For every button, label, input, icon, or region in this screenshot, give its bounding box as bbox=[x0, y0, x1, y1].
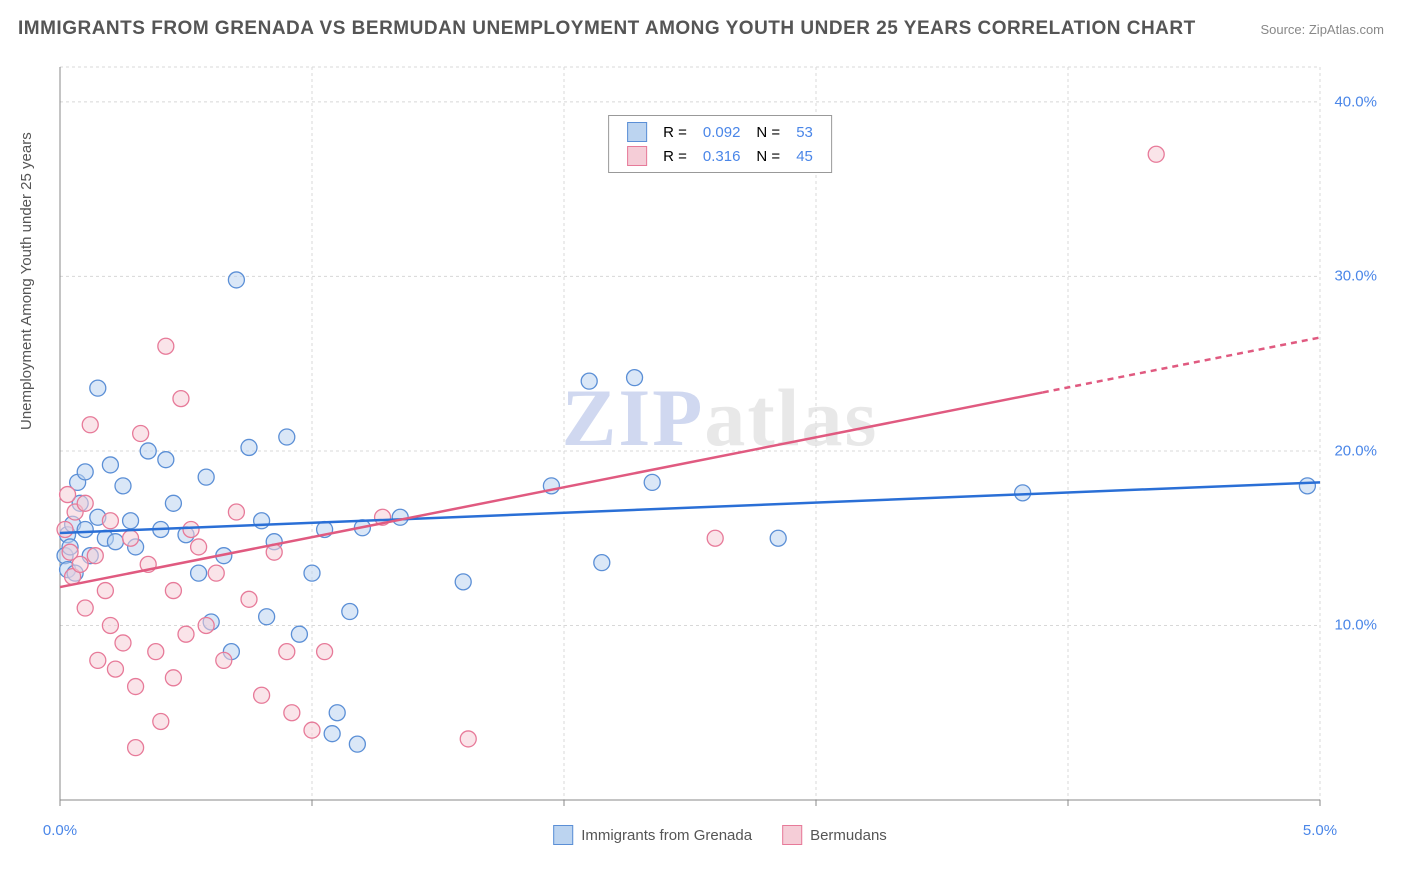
plot-area: ZIPatlas R = 0.092 N = 53 R = 0.316 N = … bbox=[55, 55, 1385, 845]
legend-label-bermudans: Bermudans bbox=[810, 827, 887, 844]
legend-swatch-bermudans bbox=[782, 825, 802, 845]
n-value-bermudans: 45 bbox=[788, 144, 821, 168]
chart-title: IMMIGRANTS FROM GRENADA VS BERMUDAN UNEM… bbox=[18, 18, 1196, 40]
stats-legend: R = 0.092 N = 53 R = 0.316 N = 45 bbox=[608, 115, 832, 173]
swatch-bermudans bbox=[627, 146, 647, 166]
legend-item-grenada: Immigrants from Grenada bbox=[553, 825, 752, 845]
source-attribution: Source: ZipAtlas.com bbox=[1260, 22, 1384, 37]
legend-label-grenada: Immigrants from Grenada bbox=[581, 827, 752, 844]
stats-row-bermudans: R = 0.316 N = 45 bbox=[619, 144, 821, 168]
legend-swatch-grenada bbox=[553, 825, 573, 845]
stats-row-grenada: R = 0.092 N = 53 bbox=[619, 120, 821, 144]
legend-item-bermudans: Bermudans bbox=[782, 825, 887, 845]
y-axis-label: Unemployment Among Youth under 25 years bbox=[18, 132, 35, 430]
chart-svg bbox=[55, 55, 1385, 845]
r-value-grenada: 0.092 bbox=[695, 120, 749, 144]
swatch-grenada bbox=[627, 122, 647, 142]
n-value-grenada: 53 bbox=[788, 120, 821, 144]
r-value-bermudans: 0.316 bbox=[695, 144, 749, 168]
series-legend: Immigrants from Grenada Bermudans bbox=[553, 825, 887, 845]
